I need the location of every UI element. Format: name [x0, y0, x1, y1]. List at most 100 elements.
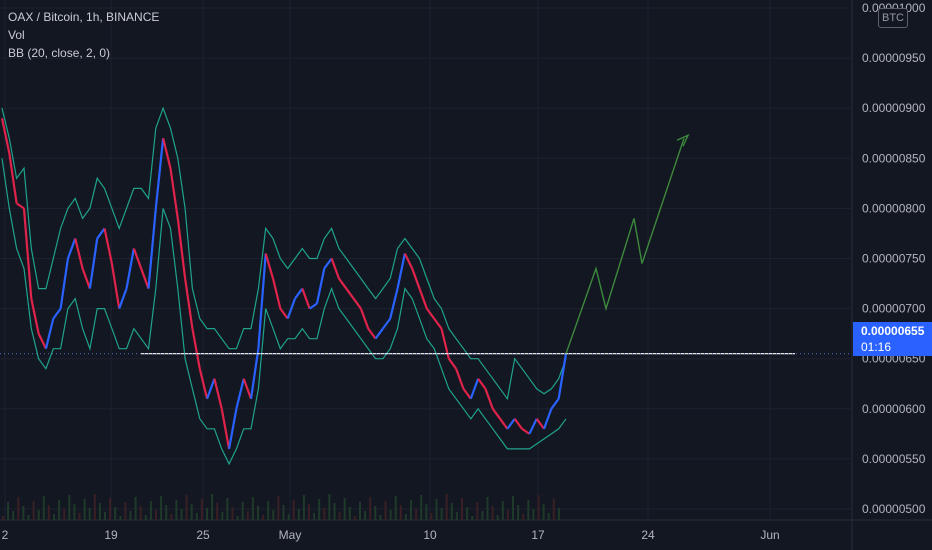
- volume-bar: [211, 494, 214, 520]
- x-tick-label: Jun: [760, 528, 779, 542]
- volume-bar: [200, 499, 203, 520]
- volume-bar: [12, 511, 15, 520]
- volume-bar: [236, 516, 239, 520]
- volume-bar: [313, 513, 316, 520]
- volume-bar: [2, 516, 4, 520]
- volume-bar: [501, 501, 504, 520]
- time-axis[interactable]: 2 19 25 May 10 17 24 Jun: [2, 528, 780, 542]
- volume-bar: [73, 504, 76, 520]
- candle-up: [389, 288, 399, 319]
- candle-up: [249, 348, 260, 399]
- candle-down: [433, 317, 443, 330]
- volume-bar: [430, 513, 433, 520]
- candle-down: [16, 202, 25, 210]
- candle-up: [227, 408, 238, 450]
- candle-up: [381, 317, 392, 330]
- price-axis[interactable]: 0.000010000.000009500.000009000.00000850…: [862, 1, 926, 516]
- volume-bar: [481, 511, 484, 520]
- candle-down: [367, 327, 377, 340]
- volume-bar: [450, 503, 453, 520]
- volume-bar: [318, 499, 321, 520]
- volume-bar: [165, 505, 168, 520]
- volume-bar: [109, 498, 112, 520]
- candle-down: [0, 117, 11, 154]
- volume-bar: [262, 515, 265, 520]
- candle-down: [513, 418, 523, 430]
- candle-down: [455, 368, 465, 390]
- candle-down: [140, 268, 150, 289]
- volume-bar: [139, 506, 142, 520]
- last-price-tag: 0.00000655 01:16: [853, 322, 932, 356]
- candle-down: [484, 388, 494, 410]
- candle-down: [477, 378, 487, 390]
- x-tick-label: 2: [2, 528, 9, 542]
- volume-bar: [496, 515, 499, 520]
- volume-bar: [522, 514, 525, 520]
- volume-bar: [241, 502, 244, 520]
- symbol-label[interactable]: OAX / Bitcoin, 1h, BINANCE: [8, 10, 160, 24]
- volume-bar: [83, 499, 86, 520]
- volume-bar: [461, 498, 463, 520]
- volume-bar: [287, 514, 290, 520]
- volume-bar: [155, 510, 157, 520]
- candle-down: [491, 408, 501, 420]
- y-tick-label: 0.00000700: [862, 302, 926, 316]
- volume-bar: [374, 506, 377, 520]
- chart-legend: OAX / Bitcoin, 1h, BINANCE Vol BB (20, c…: [8, 8, 159, 62]
- volume-bar: [369, 497, 372, 520]
- volume-bar: [37, 510, 40, 520]
- candle-up: [550, 398, 560, 410]
- candle-up: [118, 288, 128, 309]
- candle-down: [418, 288, 428, 309]
- candle-down: [22, 208, 33, 299]
- volume-bar: [302, 495, 305, 520]
- candle-down: [242, 378, 253, 400]
- candle-down: [37, 333, 47, 350]
- bollinger-indicator-label[interactable]: BB (20, close, 2, 0): [8, 46, 111, 60]
- candles: [0, 117, 568, 450]
- volume-bar: [420, 495, 423, 520]
- candle-countdown: 01:16: [861, 340, 892, 354]
- volume-bar: [17, 497, 20, 520]
- volume-bar: [7, 502, 10, 520]
- volume-bar: [410, 500, 412, 520]
- volume-bar: [512, 496, 514, 520]
- candle-up: [506, 418, 516, 430]
- volume-bar: [22, 506, 25, 520]
- y-tick-label: 0.00000950: [862, 51, 926, 65]
- volume-bar: [88, 508, 91, 520]
- x-tick-label: 17: [531, 528, 545, 542]
- volume-bar: [190, 504, 193, 520]
- candle-down: [352, 297, 362, 310]
- volume-bar: [491, 506, 494, 520]
- drawing-overlays[interactable]: [0, 133, 852, 355]
- volume-bar: [308, 504, 310, 520]
- candle-down: [30, 298, 40, 334]
- candle-down: [271, 278, 282, 309]
- candle-up: [257, 253, 267, 349]
- volume-indicator-label[interactable]: Vol: [8, 28, 25, 42]
- volume-bar: [557, 508, 560, 520]
- candle-down: [132, 248, 143, 269]
- volume-bar: [379, 515, 382, 520]
- candle-up: [528, 418, 538, 435]
- bb-upper-band: [1, 106, 567, 401]
- volume-bar: [246, 511, 249, 520]
- candle-up: [294, 287, 304, 300]
- candle-up: [154, 138, 165, 209]
- projection-path: [565, 138, 685, 354]
- x-tick-label: May: [279, 528, 302, 542]
- volume-bar: [323, 508, 326, 520]
- volume-bar: [170, 514, 173, 520]
- volume-bar: [547, 513, 550, 520]
- volume-bar: [328, 494, 331, 520]
- volume-bar: [353, 516, 356, 520]
- volume-bar: [415, 509, 418, 520]
- volume-bar: [435, 499, 438, 520]
- x-tick-label: 24: [641, 528, 655, 542]
- volume-bar: [338, 512, 341, 520]
- candle-up: [235, 378, 245, 410]
- currency-badge[interactable]: BTC: [878, 8, 908, 28]
